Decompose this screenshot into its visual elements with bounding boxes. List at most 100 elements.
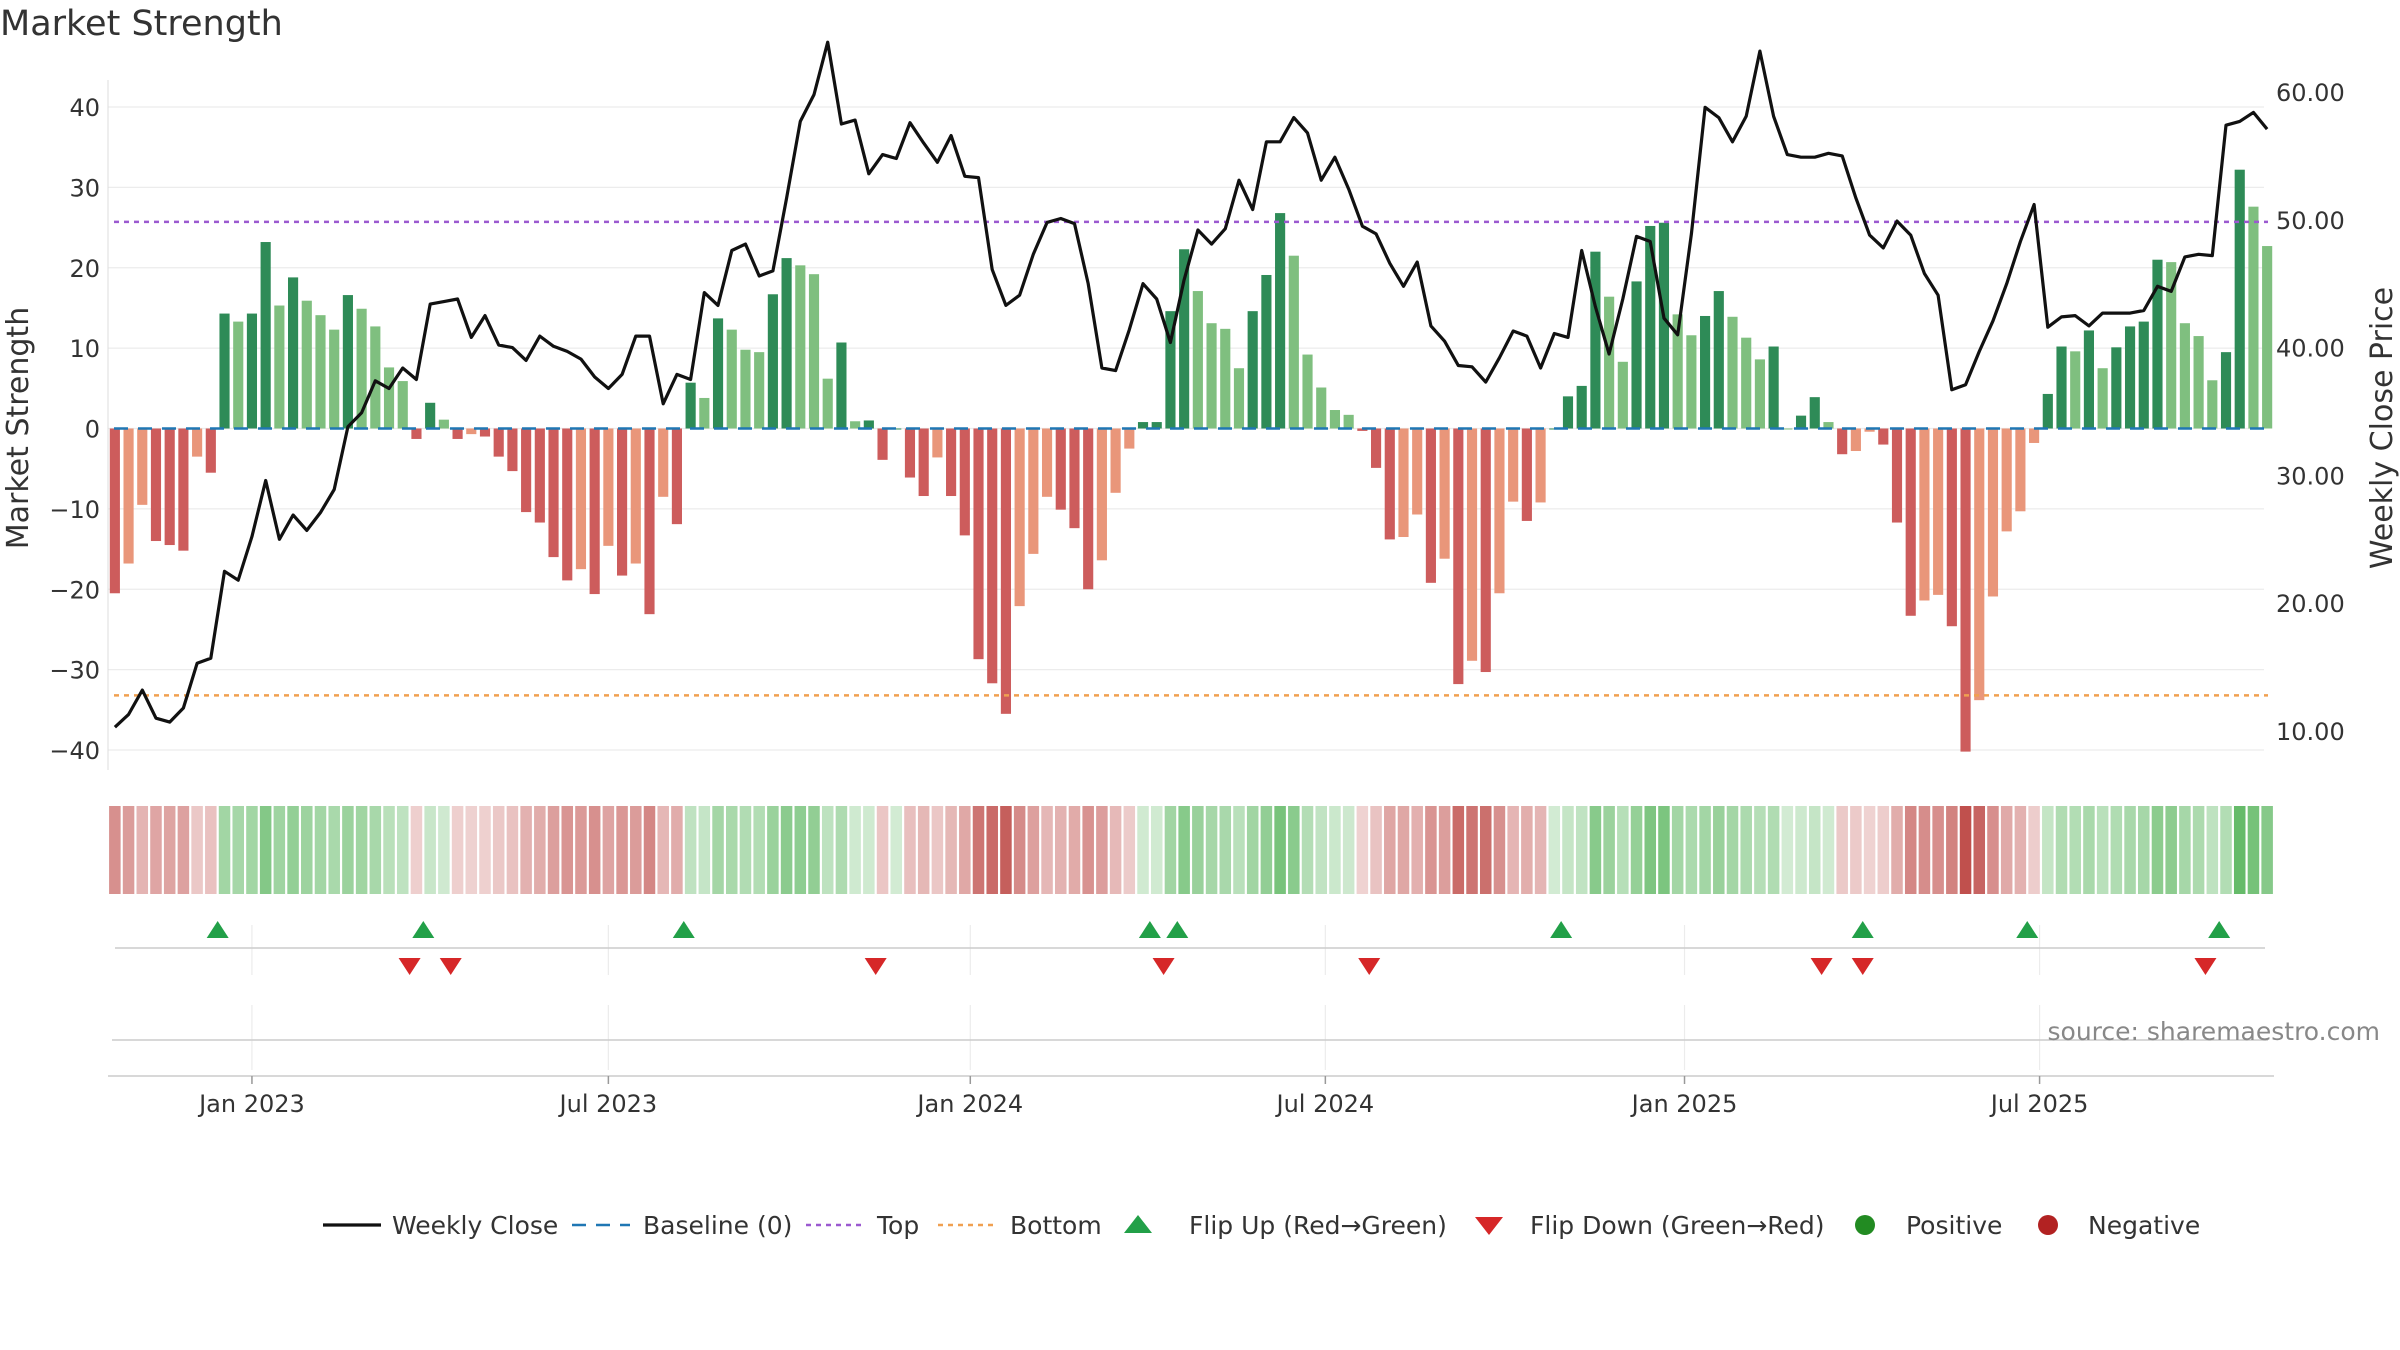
strength-bar	[2152, 259, 2163, 429]
legend: Weekly Close Baseline (0) Top Bottom Flip Up…	[323, 1211, 2200, 1240]
strength-bar	[1508, 428, 1519, 502]
strip-cell	[712, 806, 724, 894]
strip-cell	[1781, 806, 1794, 894]
strength-bar	[1316, 387, 1327, 429]
strength-bar	[2138, 321, 2149, 429]
strength-bar	[1370, 428, 1382, 468]
flip-up-marker	[1550, 921, 1573, 938]
strength-bar	[1974, 428, 1985, 701]
strip-cell	[1603, 806, 1615, 894]
strip-cell	[2124, 806, 2136, 894]
strength-bar	[617, 428, 628, 576]
strip-cell	[547, 806, 560, 894]
y-axis-label: Market Strength	[1, 307, 36, 549]
strip-cell	[1891, 806, 1903, 894]
strength-bar	[356, 308, 367, 429]
strength-bar	[836, 342, 847, 429]
y2-tick-label: 50.00	[2276, 207, 2345, 235]
strip-cell	[1013, 806, 1026, 894]
strength-bar	[479, 428, 491, 437]
strength-bar	[1987, 428, 1999, 597]
strength-bar	[2207, 380, 2218, 429]
strength-bar	[1905, 428, 1916, 616]
y-tick-label: −30	[49, 657, 100, 685]
strength-bar	[1837, 428, 1848, 455]
strip-cell	[410, 806, 423, 894]
strip-cell	[904, 806, 916, 894]
strip-cell	[767, 806, 779, 894]
strip-cell	[1301, 806, 1314, 894]
strip-cell	[1356, 806, 1369, 894]
strip-cell	[575, 806, 587, 894]
strength-bar	[2124, 326, 2136, 429]
strip-cell	[314, 806, 327, 894]
strip-cell	[1082, 806, 1094, 894]
strength-bar	[575, 428, 587, 570]
strip-cell	[1904, 806, 1917, 894]
strip-cell	[1150, 806, 1163, 894]
strength-bar	[342, 295, 353, 429]
strength-bar	[1137, 422, 1149, 429]
strip-cell	[1932, 806, 1944, 894]
strength-bar	[2220, 352, 2232, 429]
strength-bar	[123, 428, 134, 564]
flip-up-marker	[1851, 921, 1874, 938]
strength-bar	[397, 381, 408, 429]
strip-cell	[1521, 806, 1533, 894]
strength-bar	[1933, 428, 1944, 595]
y2-tick-label: 30.00	[2276, 462, 2345, 490]
strength-bar	[2083, 330, 2095, 429]
strip-cell	[1452, 806, 1465, 894]
y2-tick-label: 10.00	[2276, 718, 2345, 746]
strength-bar	[685, 382, 696, 429]
strip-cell	[780, 806, 793, 894]
strength-bar	[1096, 428, 1107, 561]
strength-bar	[164, 428, 175, 546]
strip-cell	[534, 806, 546, 894]
strip-cell	[2000, 806, 2013, 894]
strip-cell	[657, 806, 669, 894]
strip-cell	[383, 806, 395, 894]
chart-title: Market Strength	[0, 4, 283, 44]
strength-bar	[946, 428, 957, 497]
legend-close-label: Weekly Close	[392, 1211, 558, 1240]
strip-cell	[1192, 806, 1204, 894]
strip-cell	[561, 806, 574, 894]
x-tick-label: Jan 2024	[915, 1090, 1023, 1118]
strength-bar	[1083, 428, 1094, 590]
y-tick-label: −40	[49, 737, 100, 765]
strip-cell	[1754, 806, 1766, 894]
strength-bar	[1233, 368, 1245, 429]
strength-bar	[589, 428, 600, 595]
strip-cell	[1425, 806, 1437, 894]
strength-bar	[699, 397, 710, 429]
strip-cell	[1562, 806, 1574, 894]
strip-cell	[1822, 806, 1835, 894]
strength-bar	[767, 294, 778, 429]
y-tick-label: −20	[49, 576, 100, 604]
strength-bar	[1864, 428, 1875, 432]
strip-cell	[684, 806, 697, 894]
strip-cell	[355, 806, 368, 894]
right-y-axis: 60.00 50.00 40.00 30.00 20.00 10.00	[2276, 79, 2345, 746]
legend-top-label: Top	[876, 1211, 919, 1240]
flip-up-marker	[1166, 921, 1189, 938]
strip-cell	[1658, 806, 1670, 894]
strength-bar	[1261, 274, 1272, 429]
strength-bar	[1220, 328, 1231, 429]
strip-cell	[1233, 806, 1245, 894]
x-tick-label: Jan 2025	[1630, 1090, 1738, 1118]
strength-bar	[1275, 213, 1286, 429]
strip-cell	[698, 806, 711, 894]
legend-positive-swatch	[1855, 1215, 1875, 1235]
strength-bar	[904, 428, 916, 478]
strength-bar	[287, 277, 299, 429]
strip-cell	[136, 806, 149, 894]
strength-bar	[493, 428, 504, 457]
strength-bar	[2193, 336, 2204, 429]
strength-bar	[521, 428, 532, 513]
strip-cell	[1370, 806, 1382, 894]
strip-cell	[1575, 806, 1588, 894]
strength-bar	[466, 428, 477, 435]
strip-cell	[849, 806, 861, 894]
